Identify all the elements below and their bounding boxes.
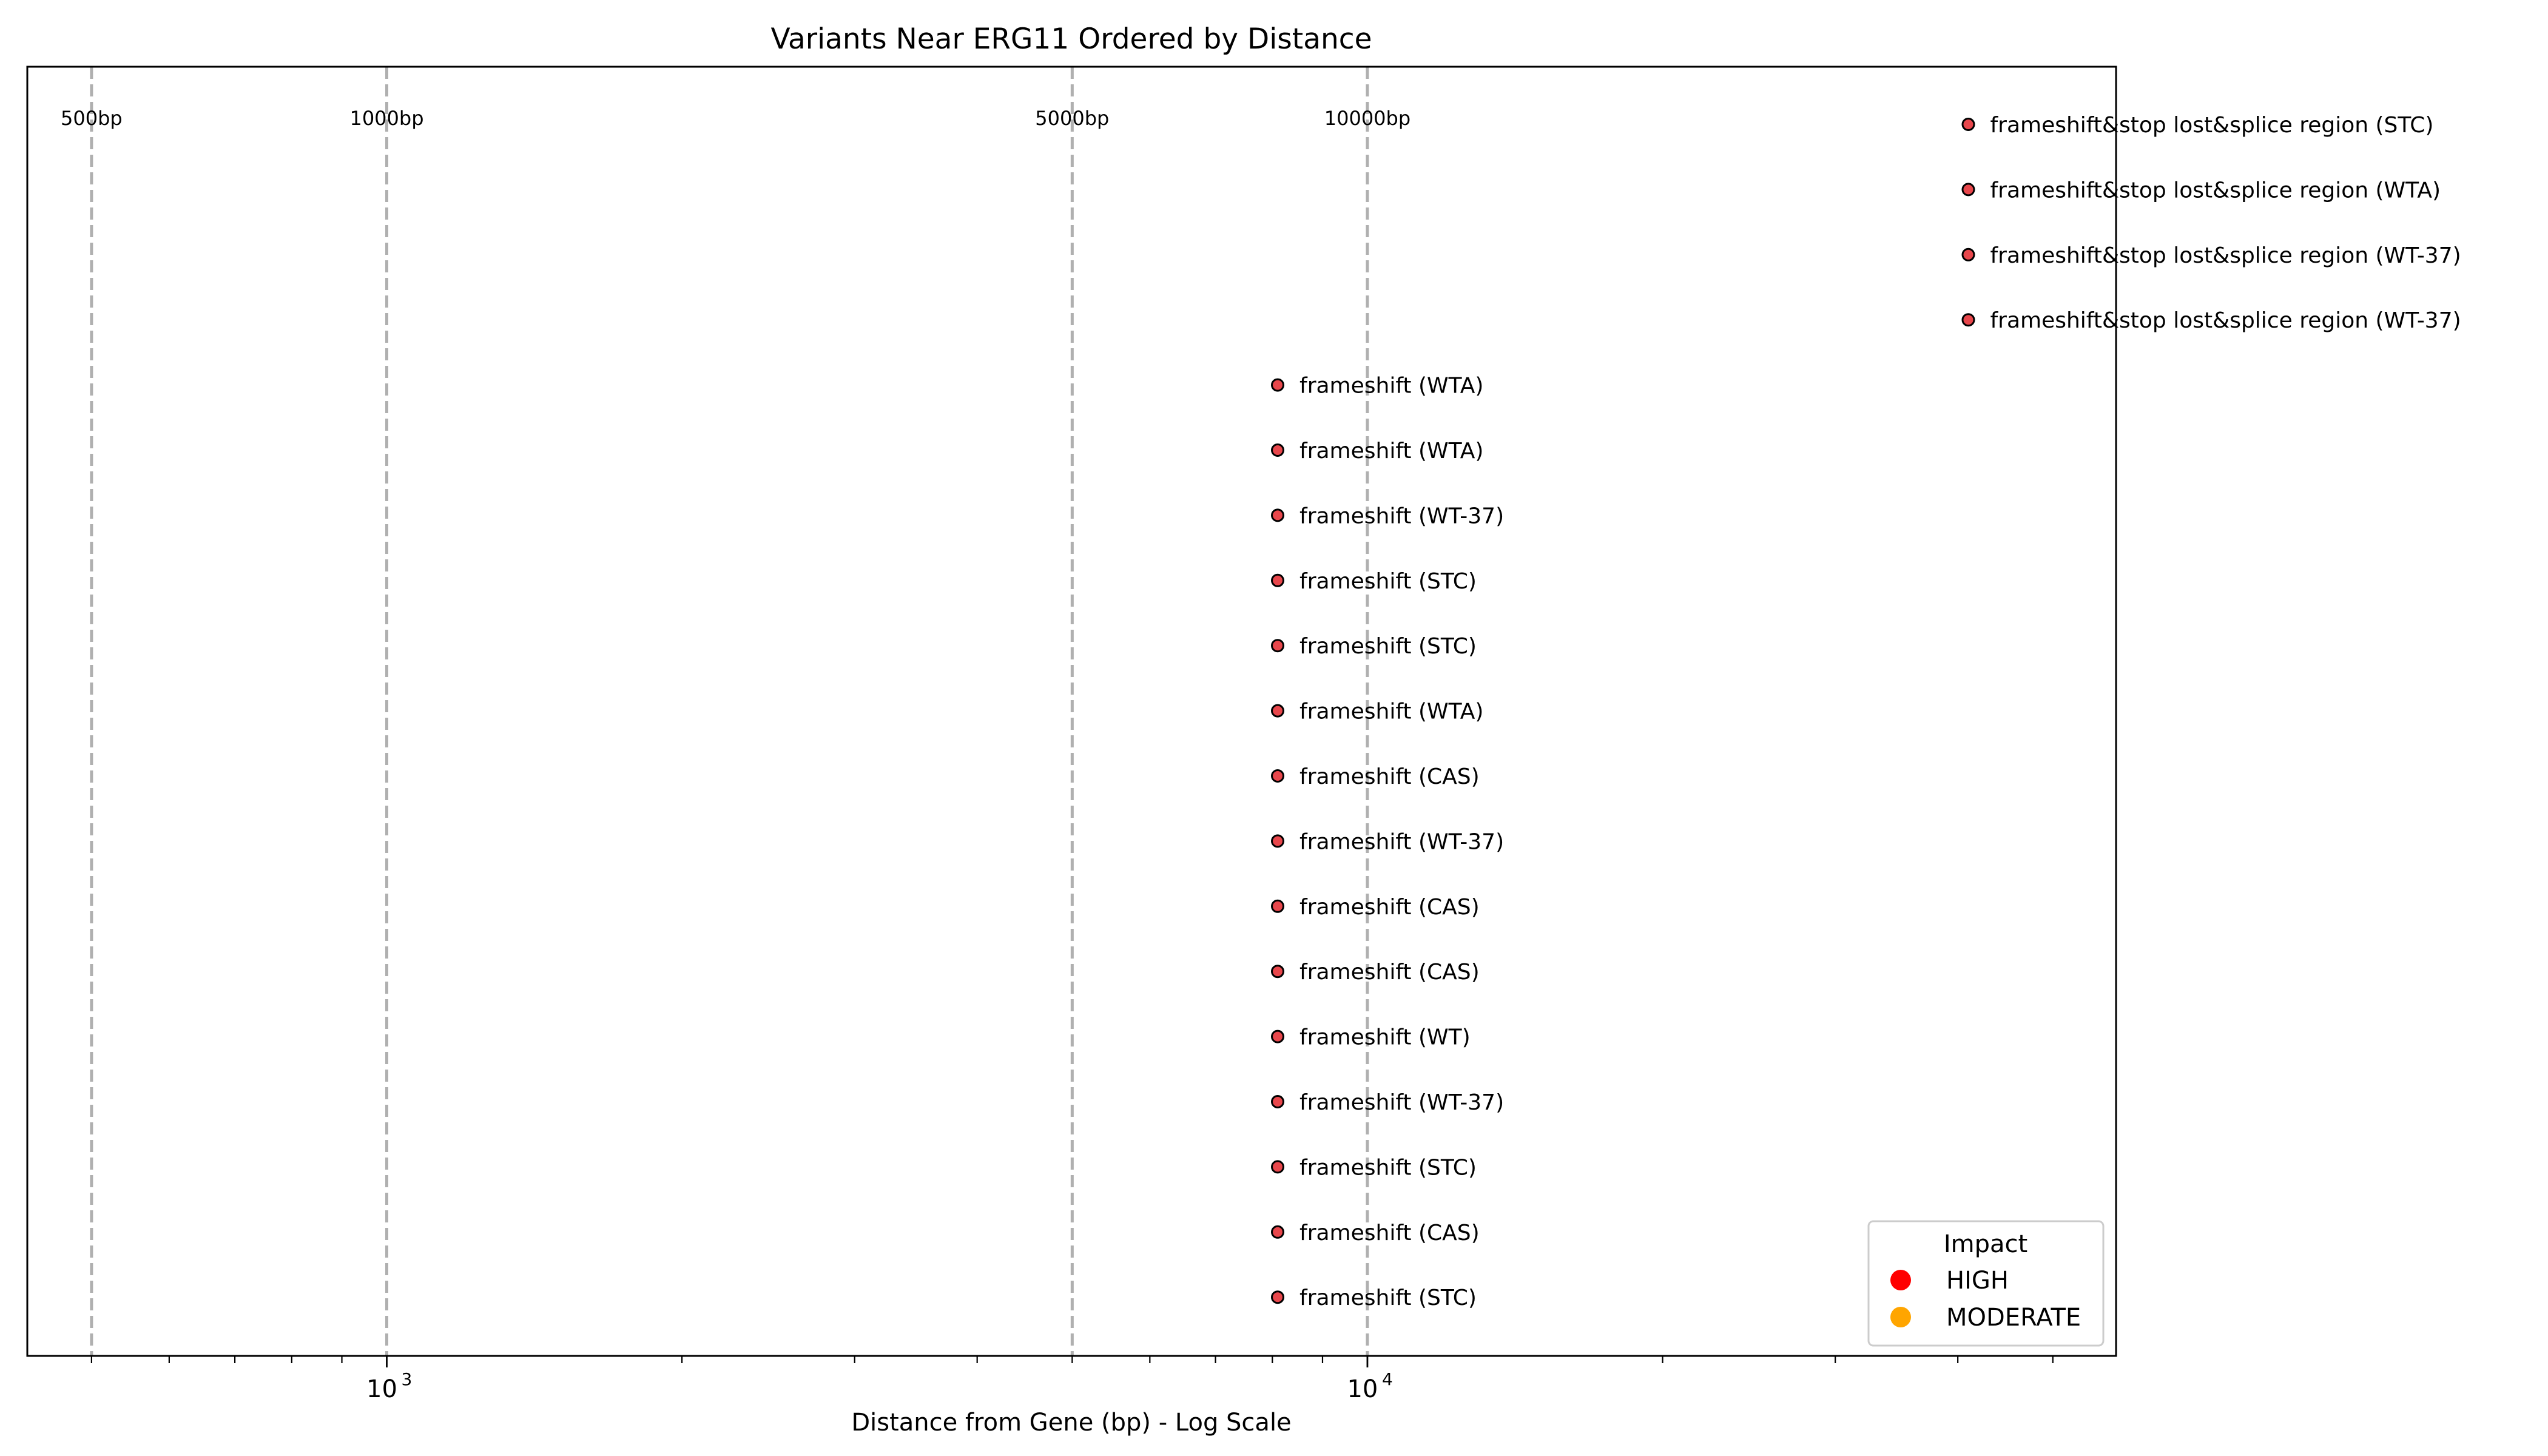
data-point-label: frameshift (STC) [1299,1155,1477,1180]
legend-entry-label: HIGH [1946,1267,2009,1295]
reference-line-label: 1000bp [349,107,423,130]
data-point [1961,183,1975,197]
data-point [1271,965,1285,979]
x-tick-label-base: 10 [366,1375,397,1403]
data-point-label: frameshift&stop lost&splice region (WT-3… [1990,308,2461,333]
data-point-label: frameshift&stop lost&splice region (STC) [1990,113,2433,138]
data-point-label: frameshift (WT) [1299,1025,1471,1050]
data-point-label: frameshift (STC) [1299,569,1477,594]
legend-marker [1890,1307,1911,1327]
data-point [1271,769,1285,783]
plot-area-frame [26,66,2117,1357]
data-point [1271,639,1285,653]
data-point-label: frameshift (CAS) [1299,764,1480,789]
data-point-label: frameshift&stop lost&splice region (WTA) [1990,178,2441,203]
x-tick-label: 10 4 [1347,1369,1392,1403]
x-tick-label: 10 3 [366,1369,412,1403]
data-point [1271,834,1285,848]
data-point-label: frameshift (CAS) [1299,1221,1480,1245]
data-point [1271,443,1285,457]
legend: Impact HIGH MODERATE [1867,1220,2105,1347]
data-point [1271,1030,1285,1043]
data-point-label: frameshift (CAS) [1299,895,1480,920]
data-point [1961,118,1975,131]
data-point [1271,573,1285,587]
data-point [1271,1225,1285,1239]
legend-box [1867,1220,2105,1347]
reference-line-label: 500bp [61,107,123,130]
x-axis-label: Distance from Gene (bp) - Log Scale [851,1409,1291,1437]
data-point [1271,899,1285,913]
data-points: frameshift&stop lost&splice region (STC)… [1271,113,2461,1310]
data-point-label: frameshift (STC) [1299,1286,1477,1310]
minor-ticks [90,1356,2054,1363]
data-point-label: frameshift (WT-37) [1299,1090,1504,1115]
data-point-label: frameshift (STC) [1299,634,1477,659]
data-point [1271,1160,1285,1174]
data-point-label: frameshift (WTA) [1299,439,1483,463]
x-tick-label-exponent: 4 [1382,1369,1393,1389]
data-point-label: frameshift (WT-37) [1299,829,1504,854]
major-ticks: 10 3 10 4 [366,1356,1393,1403]
data-point [1271,378,1285,392]
data-point [1271,508,1285,522]
data-point-label: frameshift&stop lost&splice region (WT-3… [1990,243,2461,268]
legend-title: Impact [1944,1230,2027,1258]
reference-lines: 500bp 1000bp 5000bp 10000bp [61,67,1410,1356]
data-point [1271,1290,1285,1304]
data-point [1271,704,1285,718]
data-point [1961,313,1975,327]
data-point [1271,1095,1285,1108]
reference-line-label: 10000bp [1324,107,1410,130]
data-point-label: frameshift (CAS) [1299,960,1480,985]
data-point [1961,248,1975,261]
reference-line-label: 5000bp [1035,107,1109,130]
legend-marker [1890,1270,1911,1290]
legend-entry-label: MODERATE [1946,1304,2081,1332]
x-tick-label-base: 10 [1347,1375,1378,1403]
data-point-label: frameshift (WT-37) [1299,504,1504,528]
x-tick-label-exponent: 3 [401,1369,412,1389]
legend-entries: HIGH MODERATE [1890,1267,2081,1332]
chart-title: Variants Near ERG11 Ordered by Distance [770,22,1372,56]
data-point-label: frameshift (WTA) [1299,699,1483,724]
data-point-label: frameshift (WTA) [1299,374,1483,399]
